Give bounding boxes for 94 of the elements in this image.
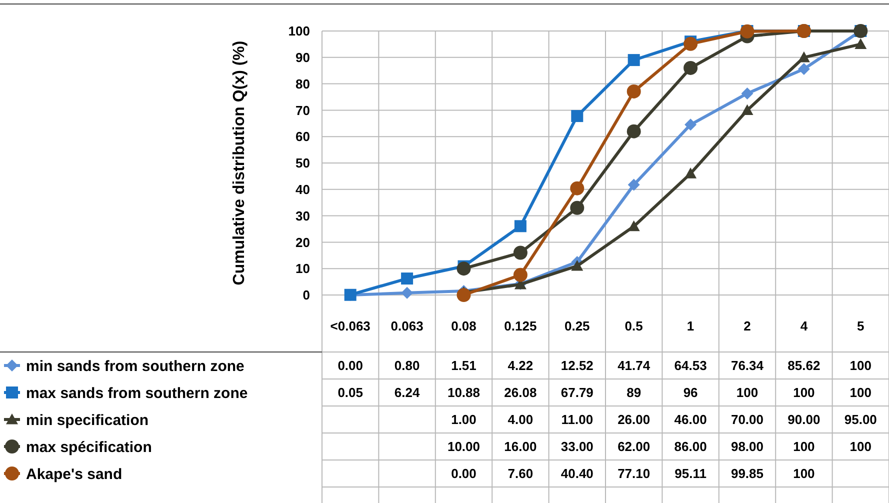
legend-label: min sands from southern zone	[26, 358, 244, 375]
point	[514, 220, 526, 232]
point	[401, 286, 414, 299]
data-label: 0.05	[338, 385, 364, 400]
data-label: 70.00	[730, 412, 764, 428]
x-tick-label: 4	[800, 318, 808, 334]
point	[741, 87, 754, 100]
data-label: 10.00	[447, 439, 480, 454]
x-tick-label: 0.5	[624, 318, 643, 334]
data-label: 96	[683, 385, 698, 400]
data-label: 6.24	[394, 385, 420, 400]
data-label: 100	[850, 439, 872, 454]
x-tick-label: 0.08	[451, 318, 476, 334]
point	[401, 272, 414, 285]
y-tick-label: 10	[296, 261, 310, 276]
data-label: 0.00	[451, 466, 476, 482]
data-label: 100	[850, 385, 872, 400]
point	[626, 124, 641, 138]
data-label: 67.79	[560, 385, 594, 400]
x-tick-label: 5	[857, 318, 864, 334]
point	[684, 118, 697, 131]
data-label: 85.62	[788, 358, 820, 374]
data-label: 10.88	[447, 385, 480, 400]
x-tick-label: 1	[686, 318, 694, 334]
point	[513, 246, 528, 260]
data-label: 16.00	[504, 439, 537, 454]
y-tick-label: 20	[296, 234, 310, 250]
data-label: 100	[850, 358, 872, 374]
data-label: 41.74	[618, 358, 651, 374]
data-label: 1.51	[451, 358, 476, 374]
data-label: 33.00	[560, 439, 594, 454]
y-tick-label: 30	[296, 208, 310, 224]
y-tick-label: 60	[296, 129, 310, 144]
data-label: 86.00	[674, 439, 707, 454]
data-label: 100	[793, 385, 815, 400]
point	[798, 62, 810, 75]
data-label: 0.00	[338, 358, 364, 374]
point	[854, 38, 867, 49]
x-tick-label: <0.063	[330, 318, 370, 334]
data-label: 4.22	[508, 358, 534, 374]
point	[456, 262, 471, 276]
point	[513, 268, 528, 282]
y-tick-label: 80	[296, 76, 310, 92]
data-label: 95.11	[674, 466, 706, 482]
point	[684, 60, 698, 75]
x-tick-label: 2	[744, 318, 751, 334]
point	[570, 200, 584, 215]
point	[626, 84, 641, 98]
data-label: 77.10	[618, 466, 650, 482]
point	[798, 51, 810, 62]
point	[570, 181, 584, 196]
point	[571, 110, 584, 122]
legend-label: max spécification	[26, 438, 152, 456]
data-label: 26.00	[618, 412, 650, 428]
point	[628, 220, 640, 232]
y-axis-title: Cumulative distribution Q(x) (%)	[231, 40, 248, 286]
legend-label: max sands from southern zone	[26, 384, 248, 402]
data-label: 0.80	[394, 358, 420, 374]
point	[684, 36, 698, 51]
data-label: 11.00	[561, 412, 594, 428]
point	[628, 178, 640, 191]
data-label: 95.00	[844, 412, 877, 428]
y-tick-label: 100	[288, 24, 310, 39]
data-label: 89	[626, 385, 642, 400]
y-tick-label: 50	[296, 156, 310, 171]
legend-label: Akape's sand	[26, 466, 122, 483]
x-tick-label: 0.125	[504, 318, 537, 334]
data-label: 46.00	[674, 412, 707, 428]
data-label: 99.85	[730, 466, 764, 482]
legend-label: min specification	[26, 412, 149, 429]
y-tick-label: 70	[296, 102, 310, 118]
data-label: 62.00	[618, 439, 650, 454]
point	[628, 54, 640, 66]
y-tick-label: 90	[296, 50, 310, 65]
data-label: 100	[736, 385, 758, 400]
data-label: 98.00	[730, 439, 764, 454]
y-tick-label: 40	[296, 182, 310, 197]
y-tick-label: 0	[302, 288, 310, 303]
data-label: 76.34	[730, 358, 764, 374]
data-label: 64.53	[674, 358, 707, 374]
x-tick-label: 0.25	[564, 318, 590, 334]
data-label: 90.00	[788, 412, 820, 428]
data-label: 12.52	[560, 358, 594, 374]
x-tick-label: 0.063	[390, 318, 424, 334]
data-label: 40.40	[560, 466, 594, 482]
data-label: 100	[793, 439, 815, 454]
data-label: 1.00	[451, 412, 476, 428]
data-label: 26.08	[504, 385, 537, 400]
point	[741, 104, 754, 115]
data-label: 7.60	[508, 466, 534, 482]
data-label: 4.00	[508, 412, 534, 428]
point	[571, 260, 584, 271]
data-label: 100	[793, 466, 815, 482]
point	[684, 168, 697, 178]
